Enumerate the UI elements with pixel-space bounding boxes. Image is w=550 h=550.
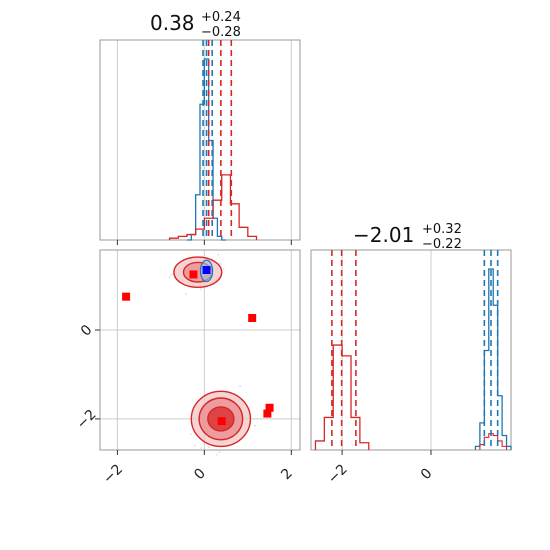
sample-point (239, 385, 241, 387)
sample-point (184, 293, 187, 295)
panel-param-2-hist: −2 0 (310, 249, 512, 487)
title-1-value: 0.38 (150, 11, 195, 35)
panel-param-1-hist (99, 39, 301, 245)
red-marker (265, 403, 274, 412)
sample-point (254, 424, 256, 427)
title-2-upper: +0.32 (422, 222, 462, 237)
panel-frame (99, 249, 301, 451)
y-tick-label: −2 (74, 407, 100, 433)
red-marker (248, 314, 257, 322)
red-marker (189, 270, 198, 279)
title-2-lower: −0.22 (422, 237, 462, 252)
x-tick-label: 2 (278, 465, 296, 483)
sample-point (216, 453, 218, 456)
blue-histogram (474, 268, 512, 450)
red-marker (122, 292, 131, 301)
sample-point (218, 451, 221, 454)
sample-point (219, 262, 222, 265)
red-marker (263, 409, 272, 418)
panel-frame (310, 249, 512, 451)
title-param-1: 0.38 +0.24 −0.28 (150, 10, 241, 40)
title-2-value: −2.01 (353, 223, 414, 247)
title-1-lower: −0.28 (201, 25, 241, 40)
x-tick-label: 0 (191, 465, 209, 483)
x-tick-label: −2 (325, 461, 351, 487)
sample-point (208, 446, 210, 449)
x-tick-label: −2 (100, 461, 126, 487)
y-tick-label: 0 (78, 322, 96, 340)
sample-point (199, 288, 202, 291)
blue-marker (202, 266, 211, 274)
sample-point (200, 447, 203, 449)
red-marker (217, 417, 226, 426)
title-1-upper: +0.24 (201, 10, 241, 25)
sample-point (217, 253, 220, 256)
sample-point (168, 276, 171, 279)
panel-frame (99, 39, 301, 241)
x-tick-label: 0 (418, 465, 436, 483)
sample-point (222, 267, 225, 270)
red-histogram (168, 174, 258, 240)
panel-joint: −2 0 2 −2 0 (74, 249, 301, 487)
title-param-2: −2.01 +0.32 −0.22 (353, 222, 462, 252)
sample-point (193, 444, 196, 447)
sample-point (189, 433, 192, 436)
sample-point (170, 273, 173, 276)
